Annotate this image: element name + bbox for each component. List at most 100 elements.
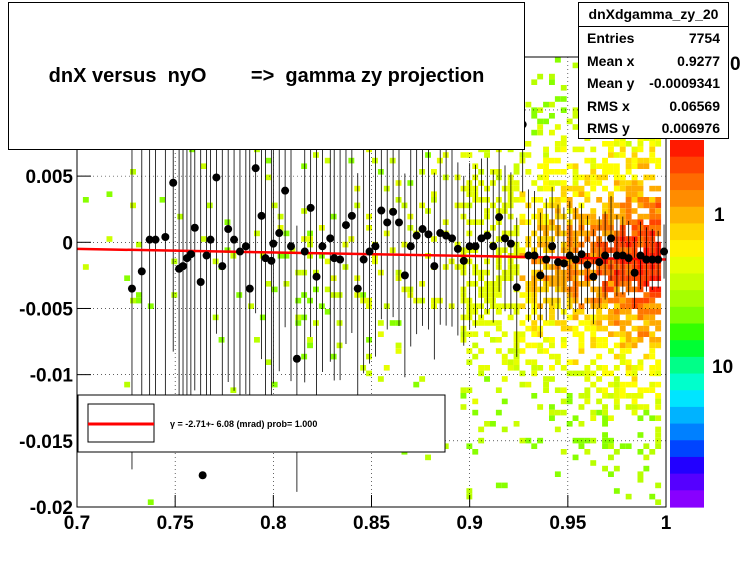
- histogram-cell: [566, 118, 573, 125]
- histogram-cell: [543, 157, 549, 164]
- histogram-cell: [637, 157, 644, 164]
- histogram-cell: [330, 275, 337, 281]
- histogram-cell: [519, 197, 526, 203]
- histogram-cell: [472, 331, 479, 337]
- histogram-cell: [649, 337, 656, 343]
- histogram-cell: [572, 437, 579, 444]
- histogram-cell: [537, 185, 544, 192]
- histogram-cell: [572, 314, 579, 321]
- histogram-cell: [301, 236, 308, 242]
- histogram-cell: [130, 202, 136, 209]
- histogram-cell: [549, 314, 555, 321]
- profile-point: [430, 262, 439, 271]
- histogram-cell: [584, 197, 591, 203]
- histogram-cell: [572, 124, 579, 130]
- histogram-cell: [637, 297, 644, 304]
- histogram-cell: [625, 202, 632, 209]
- histogram-cell: [602, 325, 608, 332]
- histogram-cell: [360, 297, 367, 304]
- histogram-cell: [649, 314, 656, 321]
- histogram-cell: [590, 415, 597, 421]
- profile-point: [202, 251, 211, 260]
- histogram-cell: [608, 309, 614, 315]
- profile-point: [548, 242, 557, 251]
- histogram-cell: [531, 331, 538, 337]
- histogram-cell: [307, 253, 313, 259]
- palette-cell: [670, 373, 704, 391]
- histogram-cell: [560, 141, 567, 147]
- histogram-cell: [590, 325, 597, 332]
- histogram-cell: [525, 101, 532, 108]
- histogram-cell: [608, 443, 614, 449]
- histogram-cell: [377, 320, 384, 326]
- profile-point: [512, 283, 521, 292]
- y-tick-label: 0: [62, 233, 73, 254]
- profile-point: [577, 250, 586, 259]
- histogram-cell: [501, 359, 508, 365]
- profile-point: [495, 213, 504, 222]
- histogram-cell: [649, 348, 656, 354]
- histogram-cell: [265, 281, 272, 287]
- histogram-cell: [130, 169, 136, 175]
- histogram-cell: [484, 421, 490, 427]
- histogram-cell: [625, 404, 632, 410]
- histogram-cell: [608, 320, 614, 326]
- histogram-cell: [625, 141, 632, 147]
- histogram-cell: [277, 213, 284, 220]
- profile-point: [137, 267, 146, 276]
- histogram-cell: [649, 297, 656, 304]
- histogram-cell: [566, 359, 573, 365]
- histogram-cell: [525, 359, 532, 365]
- histogram-cell: [543, 118, 549, 125]
- histogram-cell: [649, 370, 656, 377]
- histogram-cell: [590, 169, 597, 175]
- histogram-cell: [655, 443, 662, 449]
- histogram-cell: [525, 152, 532, 158]
- histogram-cell: [613, 393, 620, 399]
- histogram-cell: [590, 219, 597, 225]
- histogram-cell: [602, 303, 608, 309]
- histogram-cell: [265, 359, 272, 365]
- histogram-cell: [324, 157, 331, 164]
- histogram-cell: [631, 197, 638, 203]
- histogram-cell: [513, 163, 520, 169]
- histogram-cell: [613, 180, 620, 186]
- profile-point: [383, 218, 392, 227]
- histogram-cell: [637, 180, 644, 186]
- profile-point: [506, 239, 515, 248]
- histogram-cell: [643, 325, 650, 332]
- histogram-cell: [649, 365, 656, 371]
- z-tick-label: 1: [714, 205, 725, 226]
- profile-point: [559, 259, 568, 268]
- histogram-cell: [649, 309, 656, 315]
- chart-title: dnX versus nyO => gamma zy projection: [48, 65, 485, 87]
- histogram-cell: [283, 230, 290, 237]
- histogram-cell: [590, 208, 597, 214]
- histogram-cell: [655, 208, 662, 214]
- histogram-cell: [348, 236, 355, 242]
- histogram-cell: [159, 197, 166, 203]
- histogram-cell: [543, 185, 549, 192]
- histogram-cell: [613, 331, 620, 337]
- palette-cell: [670, 240, 704, 258]
- histogram-cell: [377, 376, 384, 382]
- histogram-cell: [495, 303, 502, 309]
- histogram-cell: [649, 213, 656, 220]
- histogram-cell: [543, 348, 549, 354]
- histogram-cell: [608, 331, 614, 337]
- palette-cell: [670, 306, 704, 325]
- profile-point: [341, 221, 350, 230]
- histogram-cell: [560, 85, 567, 91]
- histogram-cell: [466, 348, 473, 354]
- histogram-cell: [637, 213, 644, 220]
- histogram-cell: [554, 57, 561, 63]
- histogram-cell: [643, 465, 650, 472]
- histogram-cell: [578, 342, 585, 349]
- histogram-cell: [631, 325, 638, 332]
- profile-point: [336, 255, 345, 264]
- histogram-cell: [596, 398, 603, 405]
- histogram-cell: [519, 247, 526, 253]
- histogram-cell: [366, 225, 372, 231]
- histogram-cell: [336, 292, 343, 298]
- histogram-cell: [230, 253, 237, 259]
